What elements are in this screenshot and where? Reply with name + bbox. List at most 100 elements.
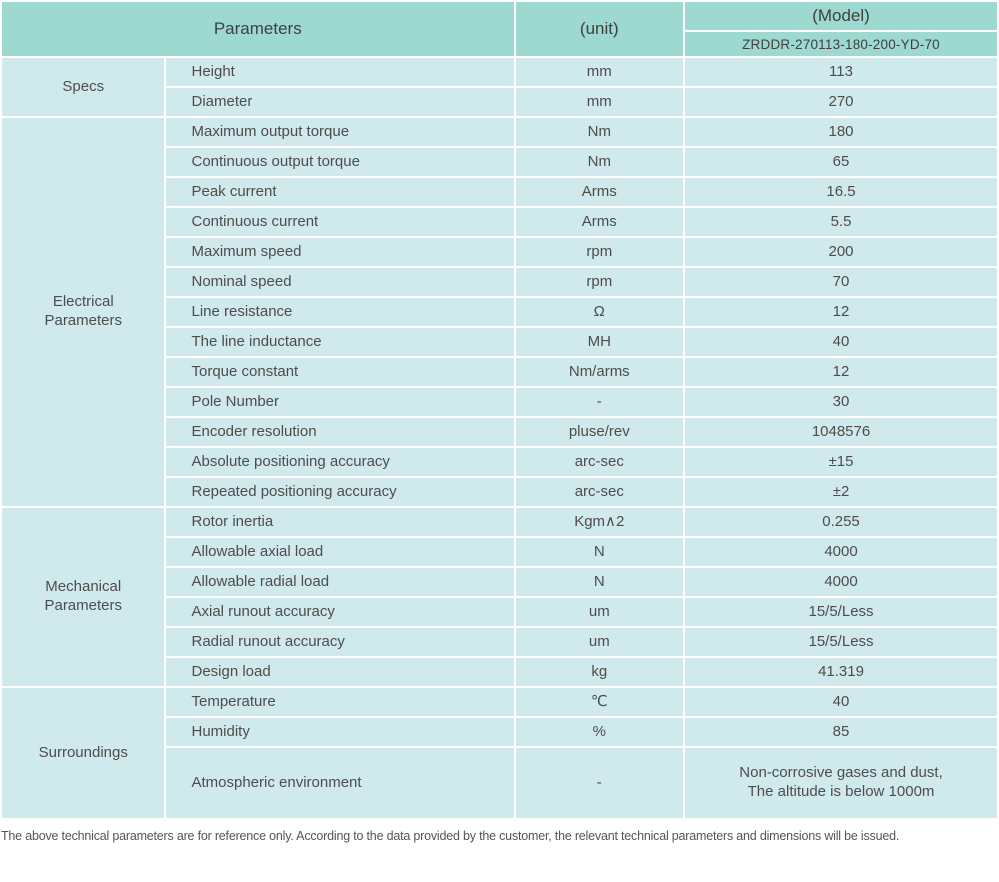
value-cell: 4000	[685, 568, 997, 596]
table-row: Design load kg 41.319	[2, 658, 997, 686]
value-cell: 41.319	[685, 658, 997, 686]
table-row: The line inductance MH 40	[2, 328, 997, 356]
param-cell: Pole Number	[166, 388, 514, 416]
param-cell: Rotor inertia	[166, 508, 514, 536]
group-cell: Specs	[2, 58, 165, 116]
value-cell: 85	[685, 718, 997, 746]
table-row: Continuous current Arms 5.5	[2, 208, 997, 236]
table-row: Encoder resolution pluse/rev 1048576	[2, 418, 997, 446]
table-row: Surroundings Temperature ℃ 40	[2, 688, 997, 818]
unit-cell: um	[515, 598, 684, 626]
model-code: ZRDDR-270113-180-200-YD-70	[685, 32, 997, 56]
value-cell: 40	[685, 328, 997, 356]
param-cell: Axial runout accuracy	[166, 598, 514, 626]
value-cell: 113	[685, 58, 997, 86]
group-cell: Mechanical Parameters	[2, 508, 165, 686]
header-row-top: Parameters (unit) (Model)	[2, 2, 997, 56]
table-row: Peak current Arms 16.5	[2, 178, 997, 206]
unit-cell: arc-sec	[515, 448, 684, 476]
value-cell: 0.255	[685, 508, 997, 536]
param-cell: Repeated positioning accuracy	[166, 478, 514, 506]
spec-table-header: Parameters (unit) (Model) ZRDDR-270113-1…	[2, 2, 997, 56]
unit-cell: Nm	[515, 148, 684, 176]
table-row: Nominal speed rpm 70	[2, 268, 997, 296]
param-cell: Humidity	[166, 718, 514, 746]
unit-cell: -	[515, 388, 684, 416]
value-cell: 4000	[685, 538, 997, 566]
unit-cell: %	[515, 718, 684, 746]
param-cell: The line inductance	[166, 328, 514, 356]
value-cell: ±15	[685, 448, 997, 476]
unit-cell: mm	[515, 58, 684, 86]
param-cell: Maximum speed	[166, 238, 514, 266]
header-row-model-code: ZRDDR-270113-180-200-YD-70	[2, 32, 997, 56]
unit-cell: Arms	[515, 208, 684, 236]
unit-cell: MH	[515, 328, 684, 356]
param-cell: Encoder resolution	[166, 418, 514, 446]
param-cell: Radial runout accuracy	[166, 628, 514, 656]
unit-cell: Arms	[515, 178, 684, 206]
value-cell: ±2	[685, 478, 997, 506]
group-cell: Surroundings	[2, 688, 165, 818]
value-cell: 65	[685, 148, 997, 176]
table-row: Absolute positioning accuracy arc-sec ±15	[2, 448, 997, 476]
param-cell: Allowable radial load	[166, 568, 514, 596]
unit-cell: Nm/arms	[515, 358, 684, 386]
table-row: Diameter mm 270	[2, 88, 997, 116]
table-row: Specs Height mm 113	[2, 58, 997, 116]
unit-cell: mm	[515, 88, 684, 116]
table-row: Humidity% 85	[2, 718, 997, 746]
table-row: Continuous output torque Nm 65	[2, 148, 997, 176]
spec-table-body: Specs Height mm 113 Diameter mm 270 Electrical …	[2, 58, 997, 818]
param-cell: Continuous current	[166, 208, 514, 236]
param-cell: Nominal speed	[166, 268, 514, 296]
unit-header: (unit)	[515, 2, 684, 56]
table-row: Repeated positioning accuracy arc-sec ±2	[2, 478, 997, 506]
unit-cell: rpm	[515, 268, 684, 296]
unit-cell: Kgm∧2	[515, 508, 684, 536]
param-cell: Diameter	[166, 88, 514, 116]
value-cell: 270	[685, 88, 997, 116]
parameters-header: Parameters	[2, 2, 514, 56]
value-cell: 200	[685, 238, 997, 266]
unit-cell: rpm	[515, 238, 684, 266]
unit-cell: N	[515, 538, 684, 566]
value-cell: 5.5	[685, 208, 997, 236]
table-row: Pole Number -30	[2, 388, 997, 416]
value-cell: 15/5/Less	[685, 628, 997, 656]
table-row: Electrical Parameters Maximum output torq…	[2, 118, 997, 506]
value-cell: 180	[685, 118, 997, 146]
spec-table: Parameters (unit) (Model) ZRDDR-270113-1…	[2, 2, 997, 818]
group-cell: Electrical Parameters	[2, 118, 165, 506]
unit-cell: pluse/rev	[515, 418, 684, 446]
unit-cell: Nm	[515, 118, 684, 146]
table-row: Radial runout accuracy um 15/5/Less	[2, 628, 997, 656]
param-cell: Torque constant	[166, 358, 514, 386]
table-row: Allowable radial load N 4000	[2, 568, 997, 596]
unit-cell: kg	[515, 658, 684, 686]
value-cell: 40	[685, 688, 997, 716]
param-cell: Maximum output torque	[166, 118, 514, 146]
param-cell: Absolute positioning accuracy	[166, 448, 514, 476]
unit-cell: ℃	[515, 688, 684, 716]
value-cell: 30	[685, 388, 997, 416]
value-cell: Non-corrosive gases and dust, The altitu…	[685, 748, 997, 818]
param-cell: Line resistance	[166, 298, 514, 326]
param-cell: Height	[166, 58, 514, 86]
value-cell: 12	[685, 358, 997, 386]
param-cell: Continuous output torque	[166, 148, 514, 176]
unit-cell: -	[515, 748, 684, 818]
value-cell: 1048576	[685, 418, 997, 446]
value-cell: 70	[685, 268, 997, 296]
value-cell: 16.5	[685, 178, 997, 206]
table-row: Torque constant Nm/arms 12	[2, 358, 997, 386]
footer-note: The above technical parameters are for r…	[1, 829, 900, 843]
param-cell: Peak current	[166, 178, 514, 206]
unit-cell: arc-sec	[515, 478, 684, 506]
value-cell: 15/5/Less	[685, 598, 997, 626]
unit-cell: Ω	[515, 298, 684, 326]
param-cell: Atmospheric environment	[166, 748, 514, 818]
value-cell: 12	[685, 298, 997, 326]
table-row: Mechanical Parameters Rotor inertia Kgm∧2 0…	[2, 508, 997, 686]
